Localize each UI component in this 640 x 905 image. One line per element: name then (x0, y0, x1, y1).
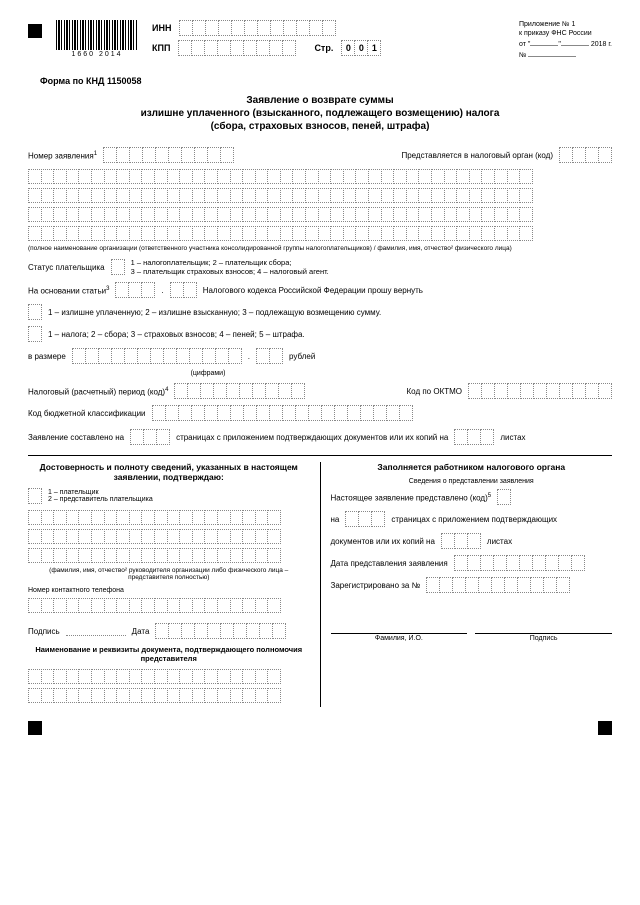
name-row-4[interactable] (28, 226, 612, 241)
fio-row-3[interactable] (28, 548, 310, 563)
page-cells: 001 (341, 40, 381, 56)
fio-row-2[interactable] (28, 529, 310, 544)
doc-row-1[interactable] (28, 669, 310, 684)
name-row-3[interactable] (28, 207, 612, 222)
amount-row: в размере . рублей (28, 348, 612, 364)
inn-cells[interactable] (179, 20, 336, 36)
barcode: 1660 2014 (56, 20, 138, 58)
inn-label: ИНН (152, 23, 171, 33)
app-row: Номер заявления1 Представляется в налого… (28, 147, 612, 163)
r-reg-cells[interactable] (426, 577, 570, 593)
sheets-cells[interactable] (454, 429, 494, 445)
name-row-1[interactable] (28, 169, 612, 184)
right-col: Заполняется работником налогового органа… (331, 462, 613, 707)
date-cells[interactable] (155, 623, 286, 639)
left-col: Достоверность и полноту сведений, указан… (28, 462, 321, 707)
page-label: Стр. (314, 43, 333, 53)
r-date-cells[interactable] (454, 555, 585, 571)
phone-cells[interactable] (28, 598, 310, 613)
article-dec-cells[interactable] (170, 282, 197, 298)
kbk-cells[interactable] (152, 405, 413, 421)
status-cell[interactable] (111, 259, 125, 275)
app-num-cells[interactable] (103, 147, 234, 163)
r-sheets-cells[interactable] (441, 533, 481, 549)
left-opt-cell[interactable] (28, 488, 42, 504)
amount-int-cells[interactable] (72, 348, 242, 364)
overpaid-row: 1 – излишне уплаченную; 2 – излишне взыс… (28, 304, 612, 320)
article-cells[interactable] (115, 282, 155, 298)
name-row-2[interactable] (28, 188, 612, 203)
article-row: На основании статьи3 . Налогового кодекс… (28, 282, 612, 298)
amount-dec-cells[interactable] (256, 348, 283, 364)
type1-cell[interactable] (28, 304, 42, 320)
corner-marker (28, 24, 42, 38)
kbk-row: Код бюджетной классификации (28, 405, 612, 421)
status-row: Статус плательщика 1 – налогоплательщик;… (28, 258, 612, 276)
type2-cell[interactable] (28, 326, 42, 342)
org-code-cells[interactable] (559, 147, 612, 163)
taxtype-row: 1 – налога; 2 – сбора; 3 – страховых взн… (28, 326, 612, 342)
oktmo-cells[interactable] (468, 383, 612, 399)
annex-block: Приложение № 1 к приказу ФНС России от "… (519, 20, 612, 60)
kpp-label: КПП (152, 43, 170, 53)
doc-row-2[interactable] (28, 688, 310, 703)
header-top: 1660 2014 ИНН КПП Стр. 001 Приложение № … (28, 20, 612, 60)
r-pages-cells[interactable] (345, 511, 385, 527)
form-code: Форма по КНД 1150058 (40, 76, 612, 86)
split-section: Достоверность и полноту сведений, указан… (28, 455, 612, 707)
composed-row: Заявление составлено на страницах с прил… (28, 429, 612, 445)
period-row: Налоговый (расчетный) период (код)4 Код … (28, 383, 612, 399)
inn-kpp-block: ИНН КПП Стр. 001 (152, 20, 505, 60)
pages-cells[interactable] (130, 429, 170, 445)
bottom-markers (28, 721, 612, 735)
in-figures: (цифрами) (88, 370, 328, 377)
kpp-cells[interactable] (178, 40, 296, 56)
fio-row-1[interactable] (28, 510, 310, 525)
doc-title: Заявление о возврате суммы излишне уплач… (28, 94, 612, 133)
fullname-note: (полное наименование организации (ответс… (28, 245, 612, 252)
period-cells[interactable] (174, 383, 305, 399)
r-code-cells[interactable] (497, 489, 511, 505)
